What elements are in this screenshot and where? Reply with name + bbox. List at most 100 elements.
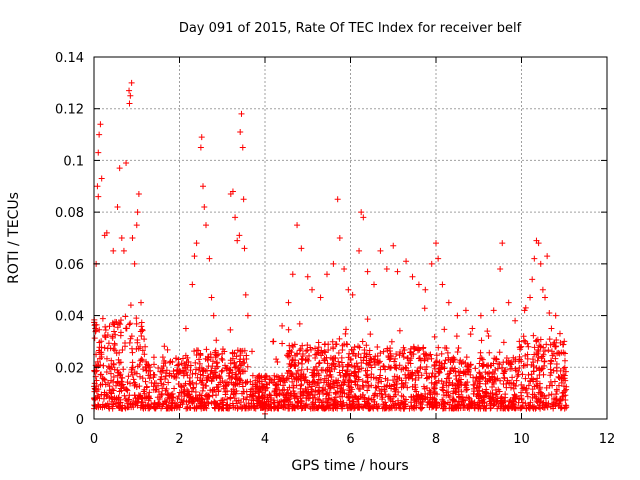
data-point [104,345,111,352]
data-point [298,366,305,373]
x-tick-label: 2 [175,432,183,447]
data-point [302,402,309,409]
data-point [183,387,190,394]
data-point [431,395,438,402]
data-point [332,363,339,370]
data-point [549,382,556,389]
data-point [123,160,130,167]
data-point [177,399,184,406]
data-point [497,377,504,384]
data-point [134,402,141,409]
chart-title: Day 091 of 2015, Rate Of TEC Index for r… [179,21,522,36]
data-point [232,371,239,378]
data-point [110,360,117,367]
data-point [238,361,245,368]
data-point [408,394,415,401]
data-point [472,402,479,409]
data-point [97,361,104,368]
data-point [127,401,134,408]
data-point [520,333,527,340]
data-point [108,377,115,384]
data-point [143,383,150,390]
data-point [521,307,528,314]
data-point [263,373,270,380]
data-point [254,379,261,386]
data-point [109,386,116,393]
data-point [489,394,496,401]
data-point [514,373,521,380]
data-point [360,394,367,401]
data-point [286,394,293,401]
data-point [495,386,502,393]
data-point [249,372,256,379]
data-point [285,375,292,382]
data-point [113,396,120,403]
data-point [305,384,312,391]
data-point [228,379,235,386]
data-point [155,399,162,406]
data-point [151,404,158,411]
data-point [536,342,543,349]
data-point [227,326,234,333]
data-point [403,375,410,382]
data-point [503,354,510,361]
data-point [229,349,236,356]
data-point [124,379,131,386]
data-point [231,359,238,366]
data-point [120,366,127,373]
data-point [267,392,274,399]
data-point [523,405,530,412]
data-point [166,370,173,377]
data-point [201,203,208,210]
data-point [288,349,295,356]
data-point [340,363,347,370]
data-point [349,404,356,411]
data-point [338,382,345,389]
data-point [131,382,138,389]
data-point [114,203,121,210]
data-point [193,352,200,359]
data-point [409,375,416,382]
data-point [112,331,119,338]
data-point [310,366,317,373]
data-point [534,357,541,364]
data-point [243,356,250,363]
data-point [138,333,145,340]
data-point [455,344,462,351]
data-point [296,320,303,327]
data-point [100,376,107,383]
data-point [553,367,560,374]
data-point [547,366,554,373]
data-point [555,374,562,381]
data-point [371,391,378,398]
data-point [529,276,536,283]
data-point [396,352,403,359]
data-point [409,273,416,280]
data-point [498,364,505,371]
data-point [150,354,157,361]
data-point [519,399,526,406]
data-point [463,354,470,361]
data-point [336,335,343,342]
data-point [401,347,408,354]
data-point [431,384,438,391]
data-point [306,379,313,386]
data-point [428,260,435,267]
data-point [345,376,352,383]
data-point [279,372,286,379]
data-point [253,387,260,394]
data-point [479,398,486,405]
data-point [413,392,420,399]
data-point [562,397,569,404]
data-point [177,368,184,375]
data-point [492,366,499,373]
data-point [548,325,555,332]
data-point [176,389,183,396]
data-point [493,398,500,405]
data-point [525,382,532,389]
data-point [501,375,508,382]
data-point [273,356,280,363]
data-point [522,304,529,311]
data-point [359,382,366,389]
data-point [429,370,436,377]
